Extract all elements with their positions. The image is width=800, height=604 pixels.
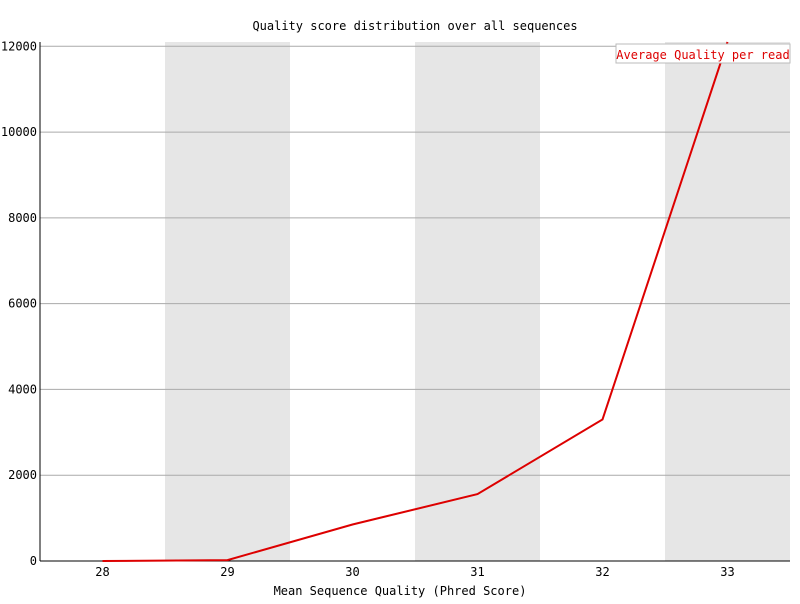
y-tick-label: 10000 — [1, 125, 37, 139]
x-tick-label: 28 — [95, 565, 109, 579]
chart-title: Quality score distribution over all sequ… — [252, 19, 577, 33]
legend-box — [615, 43, 791, 64]
y-tick-labels: 0 2000 4000 6000 8000 10000 12000 — [1, 39, 37, 568]
y-tick-label: 4000 — [8, 382, 37, 396]
background-bands — [165, 42, 790, 561]
x-tick-label: 31 — [470, 565, 484, 579]
y-tick-label: 2000 — [8, 468, 37, 482]
y-tick-label: 12000 — [1, 39, 37, 53]
background-band — [415, 42, 540, 561]
grid-lines — [40, 45, 790, 476]
x-tick-label: 29 — [220, 565, 234, 579]
x-axis-label: Mean Sequence Quality (Phred Score) — [274, 584, 527, 598]
legend: Average Quality per read — [615, 43, 791, 64]
x-tick-labels: 28 29 30 31 32 33 — [95, 565, 734, 579]
background-band — [165, 42, 290, 561]
x-tick-label: 33 — [720, 565, 734, 579]
background-band — [665, 42, 790, 561]
series-lines — [102, 41, 729, 562]
y-tick-label: 0 — [30, 554, 37, 568]
x-tick-label: 30 — [345, 565, 359, 579]
legend-entry-average-quality: Average Quality per read — [616, 48, 789, 62]
y-tick-label: 8000 — [8, 211, 37, 225]
x-tick-label: 32 — [595, 565, 609, 579]
y-tick-label: 6000 — [8, 297, 37, 311]
series-line-average-quality — [102, 41, 729, 562]
